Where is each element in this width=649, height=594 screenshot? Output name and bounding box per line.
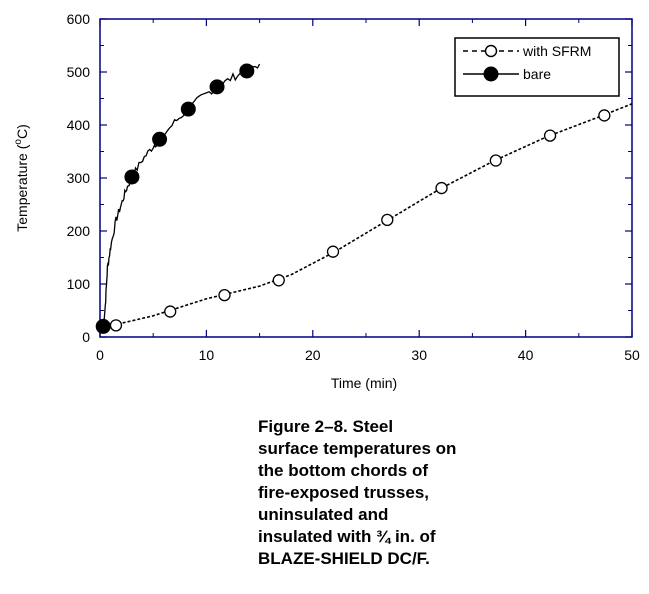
series-layer <box>95 63 633 334</box>
y-axis-label: Temperature (oC) <box>13 124 30 232</box>
bare-data-point <box>239 63 255 79</box>
y-axis-label-sup: o <box>13 139 24 145</box>
sfrm-data-point <box>164 305 177 318</box>
sfrm-data-point <box>381 213 394 227</box>
bare-data-point <box>152 131 168 147</box>
y-tick-label: 600 <box>67 11 91 27</box>
y-axis-label-main: Temperature ( <box>14 144 30 231</box>
x-tick-label: 50 <box>624 347 640 363</box>
sfrm-data-point <box>272 274 285 287</box>
caption-line: surface temperatures on <box>258 439 457 458</box>
legend-sfrm-label: with SFRM <box>522 43 591 59</box>
y-tick-label: 100 <box>67 276 91 292</box>
sfrm-data-point <box>109 319 123 332</box>
legend-sfrm-marker <box>484 44 498 58</box>
caption-line: BLAZE-SHIELD DC/F. <box>258 549 430 568</box>
series-bare-line <box>102 63 261 327</box>
x-tick-label: 20 <box>305 347 321 363</box>
sfrm-data-point <box>218 288 231 302</box>
axes: 0 100 200 300 400 500 600 0 10 20 30 40 50 <box>67 11 640 363</box>
caption-line: uninsulated and <box>258 505 389 524</box>
caption-line: Figure 2–8. Steel <box>258 417 394 436</box>
legend: with SFRM bare <box>454 37 620 97</box>
caption-line: insulated with ¾ in. of <box>258 527 436 546</box>
y-tick-label: 300 <box>67 170 91 186</box>
y-tick-label: 500 <box>67 64 91 80</box>
sfrm-data-point <box>489 154 502 167</box>
y-tick-label: 0 <box>82 329 90 345</box>
x-tick-label: 10 <box>199 347 215 363</box>
sfrm-data-point <box>435 181 448 195</box>
sfrm-data-point <box>598 109 611 122</box>
y-axis-label-unit: C) <box>14 124 30 139</box>
bare-data-point <box>95 318 111 334</box>
x-tick-label: 40 <box>518 347 534 363</box>
sfrm-data-point <box>326 245 340 258</box>
legend-bare-label: bare <box>523 66 551 82</box>
bare-data-point <box>124 169 140 185</box>
legend-box <box>454 37 620 97</box>
y-tick-label: 400 <box>67 117 91 133</box>
figure-caption: Figure 2–8. Steel surface temperatures o… <box>258 416 508 570</box>
caption-line: fire-exposed trusses, <box>258 483 430 502</box>
caption-line: the bottom chords of <box>258 461 428 480</box>
x-tick-label: 0 <box>96 347 104 363</box>
legend-bare-marker <box>483 66 499 82</box>
chart: 0 100 200 300 400 500 600 0 10 20 30 40 50 Temperatu… <box>13 11 640 391</box>
sfrm-data-point <box>543 129 557 142</box>
x-axis-label: Time (min) <box>331 375 397 391</box>
x-tick-label: 30 <box>411 347 427 363</box>
bare-data-point <box>209 79 225 95</box>
bare-data-point <box>180 101 196 117</box>
y-tick-label: 200 <box>67 223 91 239</box>
